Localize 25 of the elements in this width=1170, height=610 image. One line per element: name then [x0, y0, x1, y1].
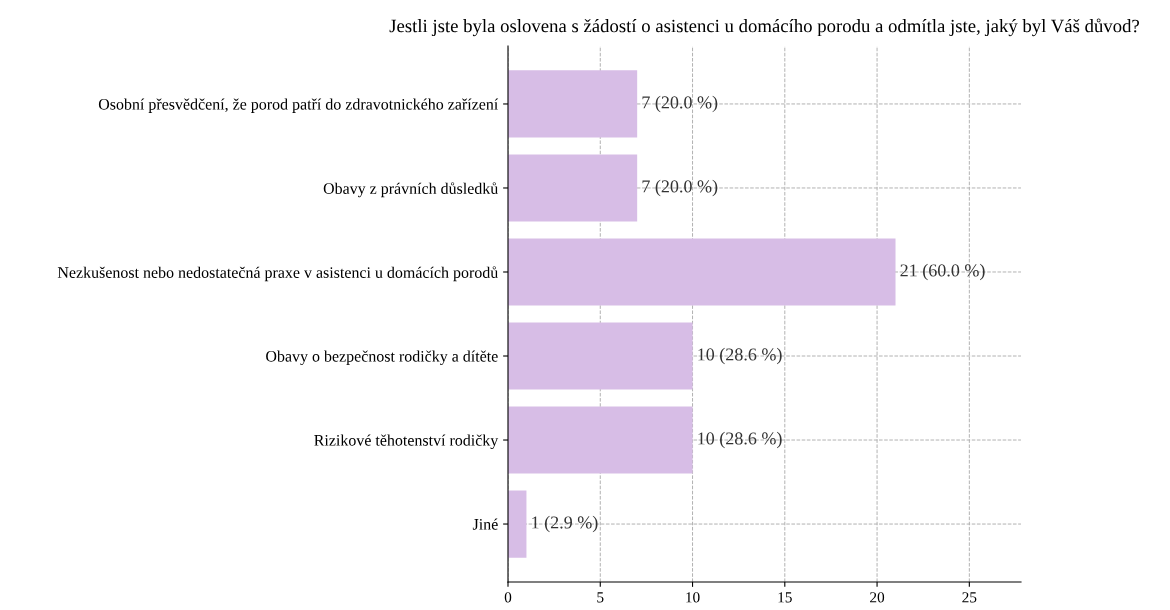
bar	[508, 154, 638, 222]
bar	[508, 406, 693, 474]
bar	[508, 322, 693, 390]
bar	[508, 238, 896, 306]
x-tick-label: 15	[778, 592, 792, 603]
data-label: 7 (20.0 %)	[642, 95, 718, 113]
data-label: 1 (2.9 %)	[532, 515, 598, 533]
y-tick-label: Nezkušenost nebo nedostatečná praxe v asistenci u domácích porodů	[57, 266, 498, 282]
data-label: 10 (28.6 %)	[698, 431, 782, 449]
y-tick-label: Obavy o bezpečnost rodičky a dítěte	[266, 350, 498, 366]
x-tick-label: 25	[962, 592, 977, 603]
x-tick-label: 0	[504, 592, 512, 603]
chart-title: Jestli jste byla oslovena s žádostí o asistenci u domácího porodu a odmítla jste, jaký byl Váš důvod?	[389, 18, 1140, 37]
bar	[508, 490, 527, 558]
x-tick-label: 20	[870, 592, 885, 603]
x-tick-label: 10	[686, 592, 700, 603]
data-label: 10 (28.6 %)	[698, 347, 782, 365]
y-tick-label: Obavy z právních důsledků	[323, 182, 498, 198]
bar	[508, 70, 638, 138]
data-label: 21 (60.0 %)	[900, 263, 985, 281]
y-tick-label: Osobní přesvědčení, že porod patří do zdravotnického zařízení	[98, 98, 499, 113]
y-tick-label: Jiné	[472, 518, 498, 530]
data-label: 7 (20.0 %)	[642, 179, 718, 197]
y-tick-label: Rizikové těhotenství rodičky	[314, 434, 499, 450]
x-tick-label: 5	[597, 592, 604, 603]
